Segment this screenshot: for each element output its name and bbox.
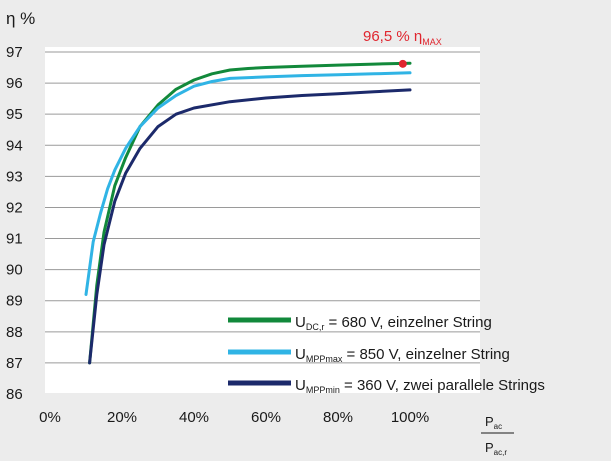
y-tick-label: 97 — [6, 44, 23, 61]
gridlines — [45, 51, 480, 364]
y-axis-label: η % — [6, 9, 35, 28]
legend-entry: UMPPmin = 360 V, zwei parallele Strings — [228, 377, 545, 395]
legend-label-main: U — [295, 346, 306, 363]
legend: UDC,r = 680 V, einzelner String UMPPmax … — [228, 314, 545, 395]
y-axis-ticks: 86 87 88 89 90 91 92 93 94 95 96 97 — [6, 44, 23, 403]
x-tick-label: 20% — [107, 409, 137, 426]
legend-label-rest: = 360 V, zwei parallele Strings — [340, 377, 545, 394]
x-axis-ticks: 0% 20% 40% 60% 80% 100% — [39, 409, 429, 426]
x-tick-label: 40% — [179, 409, 209, 426]
y-tick-label: 96 — [6, 75, 23, 92]
legend-label-rest: = 680 V, einzelner String — [324, 314, 491, 331]
max-efficiency-annotation: 96,5 % ηMAX — [363, 28, 442, 68]
y-tick-label: 95 — [6, 106, 23, 123]
svg-text:Pac: Pac — [485, 414, 502, 431]
legend-label-main: U — [295, 314, 306, 331]
series-line — [88, 61, 412, 365]
y-tick-label: 93 — [6, 168, 23, 185]
y-tick-label: 88 — [6, 324, 23, 341]
svg-text:96,5 % ηMAX: 96,5 % ηMAX — [363, 28, 442, 47]
svg-text:UMPPmin = 360 V, zwei parallel: UMPPmin = 360 V, zwei parallele Strings — [295, 377, 545, 395]
y-tick-label: 87 — [6, 355, 23, 372]
x-label-numerator-sub: ac — [494, 422, 502, 431]
legend-label-sub: DC,r — [306, 322, 325, 332]
legend-label-rest: = 850 V, einzelner String — [342, 346, 509, 363]
legend-label-sub: MPPmax — [306, 354, 343, 364]
svg-text:UMPPmax = 850 V, einzelner Str: UMPPmax = 850 V, einzelner String — [295, 346, 510, 364]
y-tick-label: 94 — [6, 137, 23, 154]
y-tick-label: 89 — [6, 293, 23, 310]
legend-entry: UDC,r = 680 V, einzelner String — [228, 314, 492, 332]
plot-area — [45, 47, 480, 393]
y-tick-label: 86 — [6, 386, 23, 403]
x-axis-label: Pac Pac,r — [481, 414, 514, 457]
legend-label-sub: MPPmin — [306, 385, 340, 395]
max-efficiency-point — [398, 59, 407, 68]
annotation-text: 96,5 % η — [363, 28, 422, 45]
y-tick-label: 90 — [6, 262, 23, 279]
x-tick-label: 80% — [323, 409, 353, 426]
x-tick-label: 0% — [39, 409, 61, 426]
x-label-denominator-sub: ac,r — [494, 448, 508, 457]
x-tick-label: 100% — [391, 409, 429, 426]
y-tick-label: 91 — [6, 231, 23, 248]
legend-label-main: U — [295, 377, 306, 394]
svg-text:Pac,r: Pac,r — [485, 440, 507, 457]
legend-entry: UMPPmax = 850 V, einzelner String — [228, 346, 510, 364]
x-label-numerator: P — [485, 414, 494, 429]
x-tick-label: 60% — [251, 409, 281, 426]
svg-text:UDC,r = 680 V, einzelner Strin: UDC,r = 680 V, einzelner String — [295, 314, 492, 332]
series-lines — [84, 61, 412, 365]
series-line — [88, 88, 412, 365]
annotation-sub: MAX — [422, 37, 442, 47]
series-line — [84, 71, 412, 296]
x-label-denominator: P — [485, 440, 494, 455]
y-tick-label: 92 — [6, 199, 23, 216]
